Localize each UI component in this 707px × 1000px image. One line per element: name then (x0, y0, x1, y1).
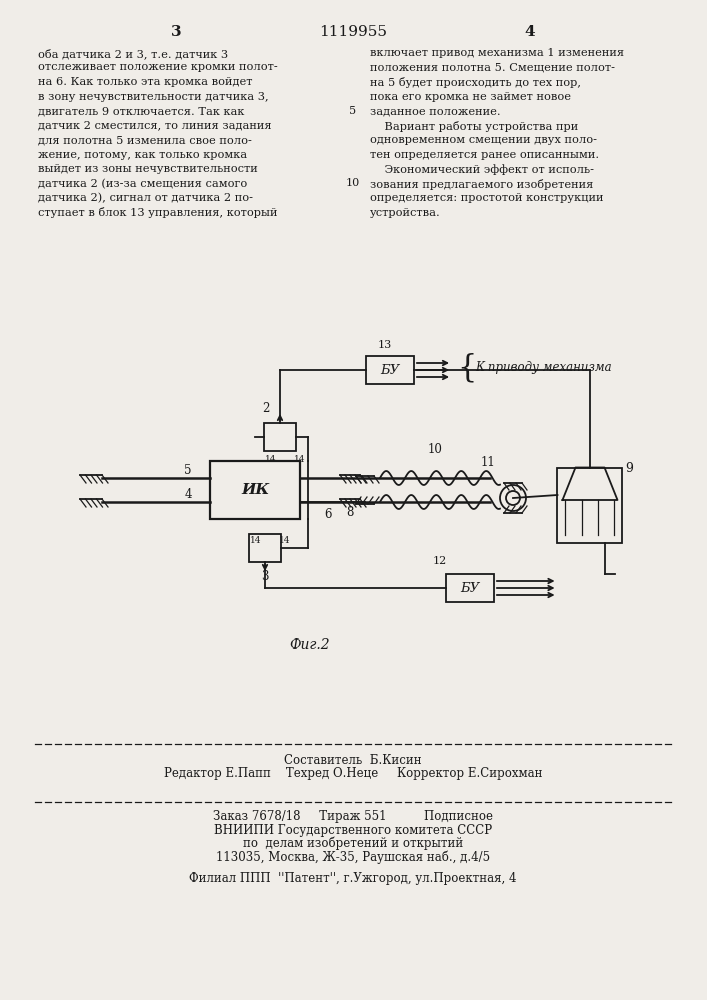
Text: 6: 6 (325, 508, 332, 522)
Text: 13: 13 (378, 340, 392, 350)
Text: Редактор Е.Папп    Техред О.Неце     Корректор Е.Сирохман: Редактор Е.Папп Техред О.Неце Корректор … (164, 767, 542, 780)
Text: по  делам изобретений и открытий: по делам изобретений и открытий (243, 837, 463, 850)
Text: 8: 8 (346, 506, 354, 518)
Text: датчика 2), сигнал от датчика 2 по-: датчика 2), сигнал от датчика 2 по- (38, 193, 253, 203)
Text: тен определяется ранее описанными.: тен определяется ранее описанными. (370, 149, 599, 159)
Text: 10: 10 (346, 178, 360, 188)
Text: Вариант работы устройства при: Вариант работы устройства при (370, 120, 578, 131)
Text: 3: 3 (262, 570, 269, 583)
Text: 4: 4 (525, 25, 535, 39)
Text: определяется: простотой конструкции: определяется: простотой конструкции (370, 193, 604, 203)
Text: БУ: БУ (380, 363, 399, 376)
Text: 12: 12 (433, 556, 447, 566)
Bar (249, 534, 281, 562)
Text: Филиал ППП  ''Патент'', г.Ужгород, ул.Проектная, 4: Филиал ППП ''Патент'', г.Ужгород, ул.Про… (189, 872, 517, 885)
Text: положения полотна 5. Смещение полот-: положения полотна 5. Смещение полот- (370, 62, 615, 73)
Text: заданное положение.: заданное положение. (370, 106, 501, 116)
Text: Составитель  Б.Кисин: Составитель Б.Кисин (284, 754, 422, 767)
Text: 10: 10 (428, 443, 443, 456)
Bar (210, 461, 300, 519)
Text: включает привод механизма 1 изменения: включает привод механизма 1 изменения (370, 48, 624, 58)
Text: 113035, Москва, Ж-35, Раушская наб., д.4/5: 113035, Москва, Ж-35, Раушская наб., д.4… (216, 850, 490, 863)
Text: Заказ 7678/18     Тираж 551          Подписное: Заказ 7678/18 Тираж 551 Подписное (213, 810, 493, 823)
Text: БУ: БУ (460, 582, 479, 594)
Text: ВНИИПИ Государственного комитета СССР: ВНИИПИ Государственного комитета СССР (214, 824, 492, 837)
Text: на 5 будет происходить до тех пор,: на 5 будет происходить до тех пор, (370, 77, 581, 88)
Bar (366, 356, 414, 384)
Text: 14: 14 (250, 536, 262, 545)
Text: 5: 5 (185, 464, 192, 477)
Text: двигатель 9 отключается. Так как: двигатель 9 отключается. Так как (38, 106, 245, 116)
Text: для полотна 5 изменила свое поло-: для полотна 5 изменила свое поло- (38, 135, 252, 145)
Text: одновременном смещении двух поло-: одновременном смещении двух поло- (370, 135, 597, 145)
Text: датчика 2 (из-за смещения самого: датчика 2 (из-за смещения самого (38, 178, 247, 189)
Text: выйдет из зоны нечувствительности: выйдет из зоны нечувствительности (38, 164, 258, 174)
Text: датчик 2 сместился, то линия задания: датчик 2 сместился, то линия задания (38, 120, 271, 130)
Text: 3: 3 (170, 25, 181, 39)
Text: 5: 5 (349, 106, 356, 116)
Text: отслеживает положение кромки полот-: отслеживает положение кромки полот- (38, 62, 278, 73)
Text: {: { (457, 353, 477, 383)
Text: зования предлагаемого изобретения: зования предлагаемого изобретения (370, 178, 593, 190)
Text: 14: 14 (265, 455, 276, 464)
Text: Фиг.2: Фиг.2 (290, 638, 330, 652)
Text: Экономический эффект от исполь-: Экономический эффект от исполь- (370, 164, 594, 175)
Text: К приводу механизма: К приводу механизма (475, 361, 612, 374)
Text: ступает в блок 13 управления, который: ступает в блок 13 управления, который (38, 208, 278, 219)
Text: устройства.: устройства. (370, 208, 440, 218)
Text: на 6. Как только эта кромка войдет: на 6. Как только эта кромка войдет (38, 77, 252, 87)
Bar (446, 574, 494, 602)
Text: 1119955: 1119955 (319, 25, 387, 39)
Text: пока его кромка не займет новое: пока его кромка не займет новое (370, 92, 571, 102)
Text: оба датчика 2 и 3, т.е. датчик 3: оба датчика 2 и 3, т.е. датчик 3 (38, 48, 228, 59)
Text: жение, потому, как только кромка: жение, потому, как только кромка (38, 149, 247, 159)
Text: 14: 14 (294, 455, 305, 464)
Text: ИК: ИК (241, 483, 269, 497)
Text: 4: 4 (185, 488, 192, 500)
Text: 11: 11 (481, 456, 496, 469)
Bar (264, 423, 296, 451)
Text: в зону нечувствительности датчика 3,: в зону нечувствительности датчика 3, (38, 92, 269, 102)
Text: 14: 14 (279, 536, 291, 545)
Bar (558, 468, 622, 542)
Text: 2: 2 (262, 402, 269, 415)
Text: 9: 9 (626, 462, 633, 476)
